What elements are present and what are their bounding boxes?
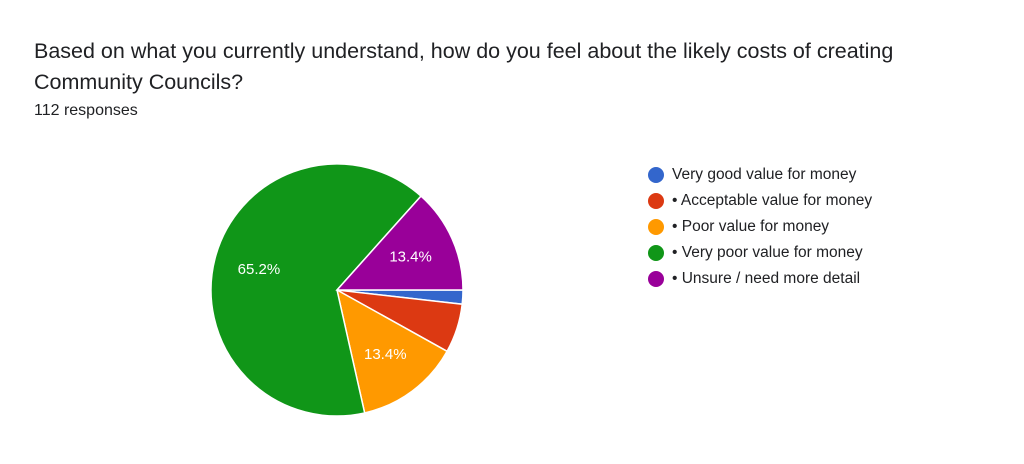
pie-slice-3[interactable]	[335, 288, 449, 414]
pie-slice-label-5: 13.4%	[389, 249, 432, 266]
legend-label: • Unsure / need more detail	[672, 270, 861, 287]
chart-legend: Very good value for money • Acceptable va…	[648, 162, 872, 292]
question-title: Based on what you currently understand, …	[34, 39, 894, 94]
legend-swatch-icon	[648, 193, 664, 209]
legend-item-5[interactable]: • Unsure / need more detail	[648, 266, 872, 292]
legend-swatch-icon	[648, 245, 664, 261]
legend-label: • Acceptable value for money	[672, 192, 873, 209]
pie-slice-5[interactable]	[335, 195, 464, 291]
legend-item-1[interactable]: Very good value for money	[648, 162, 872, 188]
legend-label: Very good value for money	[672, 166, 857, 183]
legend-item-2[interactable]: • Acceptable value for money	[648, 188, 872, 214]
response-count: 112 responses	[34, 102, 138, 119]
pie-slice-label-3: 13.4%	[364, 346, 407, 363]
legend-label: • Poor value for money	[672, 218, 830, 235]
pie-slice-4[interactable]	[210, 163, 423, 417]
legend-item-3[interactable]: • Poor value for money	[648, 214, 872, 240]
legend-item-4[interactable]: • Very poor value for money	[648, 240, 872, 266]
legend-swatch-icon	[648, 167, 664, 183]
legend-swatch-icon	[648, 219, 664, 235]
pie-slice-label-4: 65.2%	[238, 261, 281, 278]
legend-label: • Very poor value for money	[672, 244, 863, 261]
legend-swatch-icon	[648, 271, 664, 287]
